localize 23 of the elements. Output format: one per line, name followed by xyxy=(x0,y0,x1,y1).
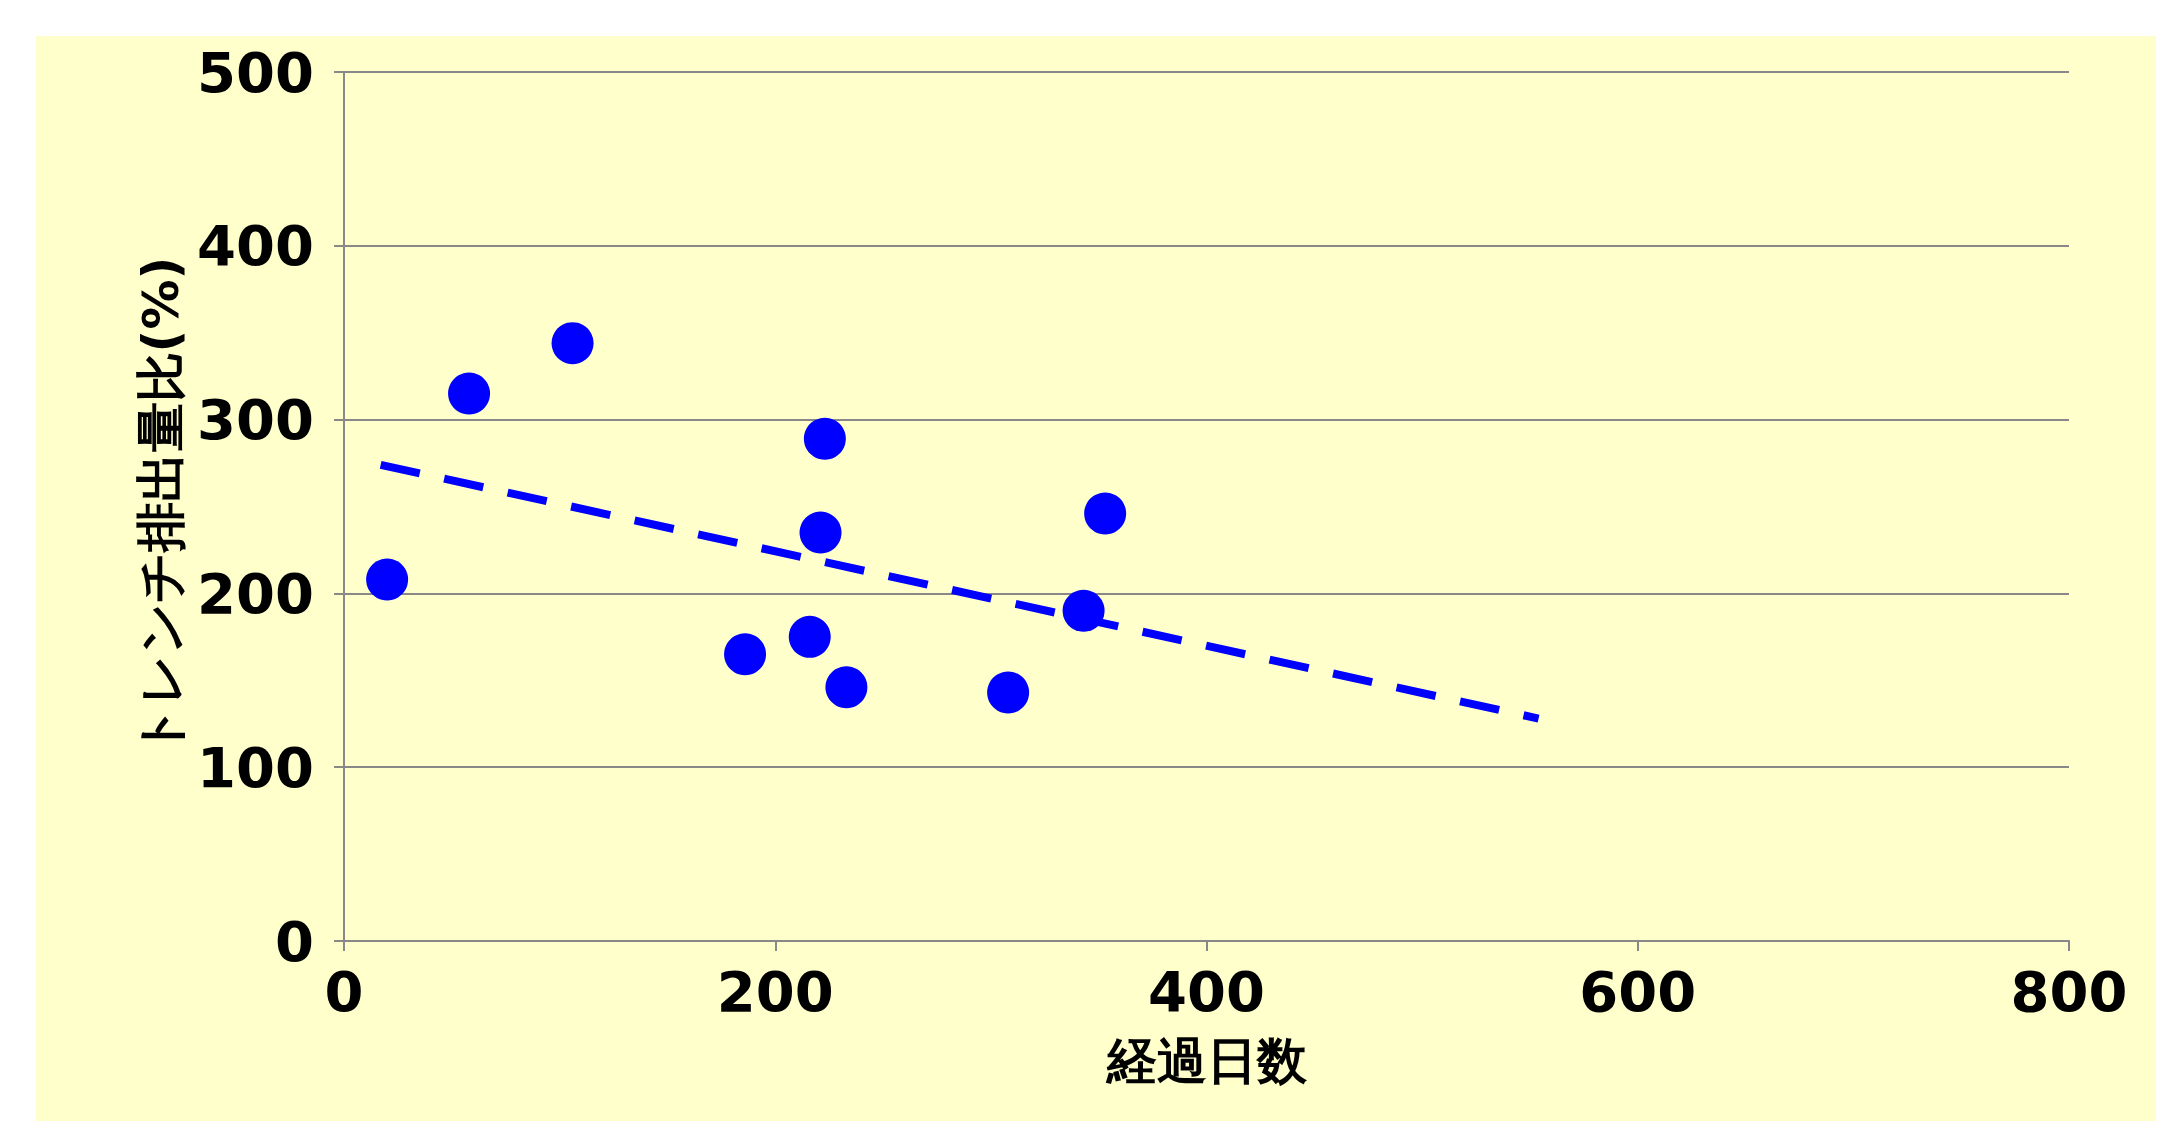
y-tick-label: 500 xyxy=(197,39,314,105)
point xyxy=(803,417,846,460)
y-tick-label: 0 xyxy=(275,908,314,974)
x-tick-label: 600 xyxy=(1579,958,1697,1024)
point xyxy=(825,666,868,709)
y-tick-label: 400 xyxy=(197,213,314,279)
point xyxy=(366,558,409,601)
point xyxy=(799,511,842,554)
x-tick-label: 0 xyxy=(324,958,364,1024)
y-tick-label: 200 xyxy=(197,560,314,626)
x-tick-label: 400 xyxy=(1148,958,1265,1024)
point xyxy=(448,372,491,415)
point xyxy=(551,322,594,365)
x-tick-label: 200 xyxy=(716,958,834,1024)
y-tick-label: 100 xyxy=(197,734,314,800)
y-axis-title: トレンチ排出量比(%) xyxy=(132,256,191,757)
point xyxy=(788,615,831,658)
x-axis-title: 経過日数 xyxy=(1104,1032,1308,1090)
x-tick-label: 800 xyxy=(2010,958,2128,1024)
point xyxy=(724,633,767,676)
point xyxy=(1084,492,1127,535)
point xyxy=(987,671,1030,714)
y-tick-label: 300 xyxy=(197,387,314,453)
